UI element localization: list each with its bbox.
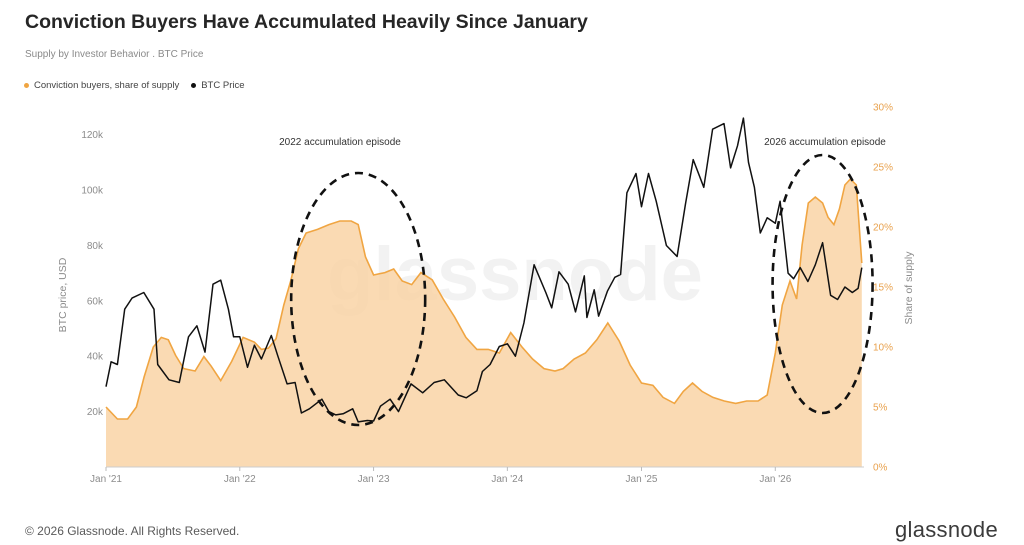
legend-item-btc-price[interactable]: BTC Price [191, 80, 245, 91]
y-tick-label-right: 15% [873, 283, 893, 294]
legend-label-btc-price: BTC Price [201, 80, 245, 91]
x-tick-label: Jan '21 [90, 474, 122, 485]
series-line-btc-price [105, 117, 863, 423]
y-tick-label-right: 25% [873, 163, 893, 174]
y-tick-label-right: 5% [873, 403, 888, 414]
x-tick-label: Jan '22 [224, 474, 256, 485]
y-tick-label-left: 60k [87, 296, 104, 307]
annotations-layer: 2022 accumulation episode 2026 accumulati… [279, 137, 886, 427]
legend-swatch-btc-price [191, 83, 197, 88]
y-tick-label-right: 30% [873, 103, 893, 114]
annotation-ellipse-2026 [771, 153, 874, 415]
price-line-layer [105, 117, 863, 423]
x-tick-label: Jan '25 [626, 474, 658, 485]
page-subtitle: Supply by Investor Behavior . BTC Price [25, 49, 204, 60]
annotation-label-2026: 2026 accumulation episode [764, 137, 886, 148]
legend-swatch-conviction-buyers [24, 83, 29, 88]
annotation-ellipse-2022 [289, 171, 427, 427]
legend-label-conviction-buyers: Conviction buyers, share of supply [34, 80, 180, 91]
x-tick-label: Jan '23 [358, 474, 390, 485]
supply-area-layer [105, 177, 863, 467]
copyright-footer: © 2026 Glassnode. All Rights Reserved. [25, 524, 240, 538]
series-area-conviction-buyers [106, 179, 862, 467]
y-axis-title-left: BTC price, USD [57, 257, 69, 332]
x-tick-label: Jan '26 [759, 474, 791, 485]
page-title: Conviction Buyers Have Accumulated Heavi… [25, 11, 588, 33]
y-tick-label-left: 40k [87, 352, 104, 363]
x-tick-label: Jan '24 [491, 474, 523, 485]
y-tick-label-right: 10% [873, 343, 893, 354]
y-tick-label-left: 100k [81, 186, 104, 197]
y-axis-title-right: Share of supply [903, 251, 915, 325]
legend-item-conviction-buyers[interactable]: Conviction buyers, share of supply [24, 80, 179, 91]
brand-logo: glassnode [895, 517, 998, 542]
annotation-label-2022: 2022 accumulation episode [279, 137, 401, 148]
y-tick-label-left: 120k [81, 130, 104, 141]
legend: Conviction buyers, share of supply BTC P… [24, 80, 245, 91]
y-tick-label-right: 0% [873, 463, 888, 474]
y-tick-label-left: 80k [87, 241, 104, 252]
y-tick-label-left: 20k [87, 407, 104, 418]
axes-layer: Jan '21 Jan '22 Jan '23 Jan '24 Jan '25 Jan '… [81, 103, 893, 486]
y-tick-label-right: 20% [873, 223, 893, 234]
